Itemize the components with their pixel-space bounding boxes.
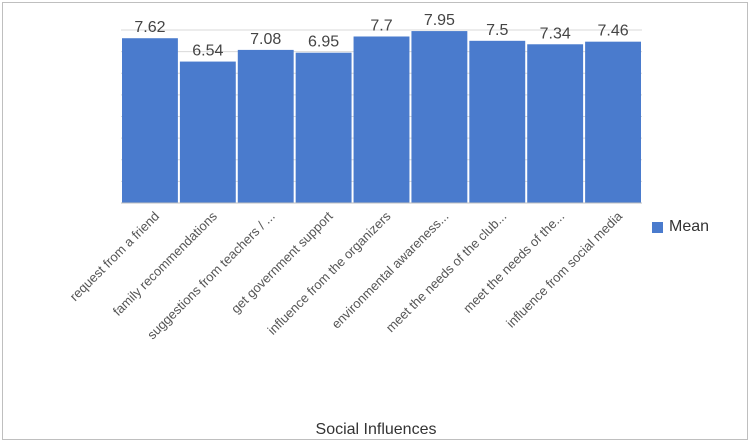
data-label: 6.95 bbox=[308, 34, 339, 51]
bar bbox=[527, 44, 584, 204]
data-label: 7.62 bbox=[134, 19, 165, 36]
bar bbox=[585, 41, 641, 203]
data-label: 7.46 bbox=[597, 23, 628, 40]
bar bbox=[237, 49, 294, 203]
category-label: influence from social media bbox=[503, 208, 626, 331]
data-label: 7.5 bbox=[486, 22, 508, 39]
category-label: get government support bbox=[228, 208, 336, 316]
bar bbox=[469, 40, 526, 203]
data-label: 7.95 bbox=[424, 12, 455, 29]
legend-swatch bbox=[652, 221, 663, 233]
bar bbox=[411, 31, 468, 203]
category-label: environmental awareness... bbox=[328, 209, 451, 332]
legend: Mean bbox=[652, 218, 709, 236]
data-label: 7.7 bbox=[370, 17, 392, 34]
x-axis-title: Social Influences bbox=[315, 421, 437, 438]
bar bbox=[122, 38, 178, 203]
bar bbox=[295, 52, 352, 203]
bar bbox=[179, 61, 236, 204]
data-label: 7.08 bbox=[250, 31, 281, 48]
bar bbox=[353, 36, 410, 203]
category-label: influence from the organizers bbox=[264, 208, 394, 338]
category-label: family recommendations bbox=[110, 208, 221, 319]
category-label: meet the needs of the... bbox=[460, 209, 567, 316]
category-label: meet the needs of the club... bbox=[383, 209, 510, 336]
legend-label: Mean bbox=[669, 218, 710, 235]
data-label: 7.34 bbox=[540, 25, 571, 42]
data-label: 6.54 bbox=[192, 43, 223, 60]
